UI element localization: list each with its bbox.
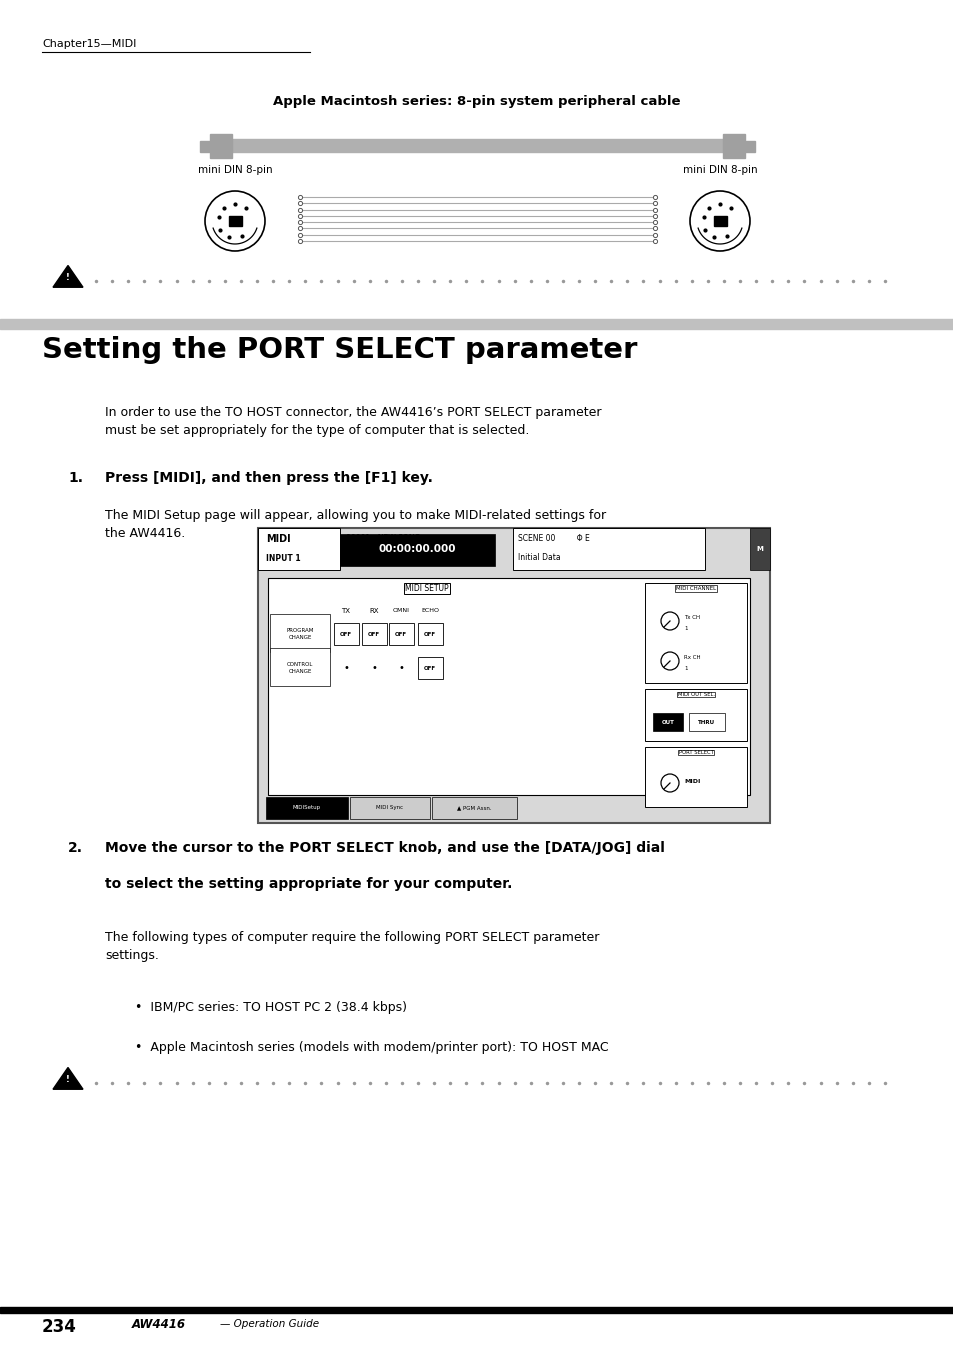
Text: SCENE 00         Φ E: SCENE 00 Φ E: [517, 534, 589, 543]
Text: OFF: OFF: [368, 631, 379, 636]
Bar: [722, 134, 744, 158]
Text: Press [MIDI], and then press the [F1] key.: Press [MIDI], and then press the [F1] ke…: [105, 471, 433, 485]
Bar: [513, 528, 704, 570]
Text: 1: 1: [683, 666, 687, 671]
Text: 234: 234: [42, 1319, 77, 1336]
Text: The following types of computer require the following PORT SELECT parameter
sett: The following types of computer require …: [105, 931, 598, 962]
Bar: [257, 528, 339, 570]
Circle shape: [660, 774, 679, 792]
Bar: [688, 713, 724, 731]
Bar: [0, 1306, 953, 1313]
Text: The MIDI Setup page will appear, allowing you to make MIDI-related settings for
: The MIDI Setup page will appear, allowin…: [105, 509, 605, 540]
Text: OUT: OUT: [660, 720, 674, 724]
Circle shape: [660, 612, 679, 630]
Text: MIDI OUT SEL.: MIDI OUT SEL.: [677, 692, 714, 697]
Text: 00:00:00.000: 00:00:00.000: [378, 544, 456, 554]
Bar: [652, 713, 682, 731]
Text: Apple Macintosh series: 8-pin system peripheral cable: Apple Macintosh series: 8-pin system per…: [273, 95, 680, 108]
Text: 1.: 1.: [68, 471, 83, 485]
Text: MIDI SETUP: MIDI SETUP: [405, 584, 449, 593]
Text: OFF: OFF: [423, 631, 436, 636]
Text: In order to use the TO HOST connector, the AW4416’s PORT SELECT parameter
must b: In order to use the TO HOST connector, t…: [105, 407, 601, 436]
Bar: [339, 534, 495, 566]
Text: PORT SELECT: PORT SELECT: [678, 750, 713, 755]
Text: !: !: [66, 273, 70, 282]
Bar: [644, 747, 746, 807]
Bar: [742, 141, 754, 151]
Text: INPUT 1: INPUT 1: [266, 554, 300, 563]
Circle shape: [660, 653, 679, 670]
Bar: [229, 216, 241, 226]
Text: •  IBM/PC series: TO HOST PC 2 (38.4 kbps): • IBM/PC series: TO HOST PC 2 (38.4 kbps…: [135, 1001, 407, 1015]
Bar: [388, 623, 413, 644]
Bar: [350, 797, 430, 819]
Bar: [417, 623, 442, 644]
Bar: [749, 528, 769, 570]
Text: CONTROL
CHANGE: CONTROL CHANGE: [287, 662, 313, 674]
Text: AW4416: AW4416: [132, 1319, 186, 1331]
Text: ECHO: ECHO: [420, 608, 438, 613]
Bar: [713, 216, 726, 226]
Text: !: !: [66, 1075, 70, 1084]
Text: THRU: THRU: [698, 720, 715, 724]
Bar: [270, 613, 330, 653]
Bar: [200, 141, 212, 151]
Bar: [417, 657, 442, 680]
Text: MIDISetup: MIDISetup: [293, 805, 321, 811]
Text: OFF: OFF: [395, 631, 407, 636]
Text: OFF: OFF: [339, 631, 352, 636]
Polygon shape: [53, 266, 83, 288]
Bar: [228, 139, 726, 153]
Bar: [361, 623, 386, 644]
Text: to select the setting appropriate for your computer.: to select the setting appropriate for yo…: [105, 877, 512, 892]
Bar: [257, 528, 769, 823]
Text: mini DIN 8-pin: mini DIN 8-pin: [682, 165, 757, 176]
Text: 00001 - NEW SONG: 00001 - NEW SONG: [346, 534, 420, 543]
Bar: [270, 648, 330, 686]
Bar: [268, 578, 749, 794]
Circle shape: [689, 190, 749, 251]
Text: •  Apple Macintosh series (models with modem/printer port): TO HOST MAC: • Apple Macintosh series (models with mo…: [135, 1042, 608, 1054]
Text: 2.: 2.: [68, 842, 83, 855]
Text: •: •: [371, 663, 376, 673]
Text: PROGRAM
CHANGE: PROGRAM CHANGE: [286, 628, 314, 639]
Text: Setting the PORT SELECT parameter: Setting the PORT SELECT parameter: [42, 336, 637, 363]
Text: MIDI Sync: MIDI Sync: [376, 805, 403, 811]
Text: RX: RX: [369, 608, 378, 613]
Polygon shape: [53, 1067, 83, 1089]
Text: Tx CH: Tx CH: [683, 616, 700, 620]
Circle shape: [205, 190, 265, 251]
Text: M: M: [756, 546, 762, 553]
Bar: [266, 797, 348, 819]
Bar: [432, 797, 517, 819]
Bar: [210, 134, 232, 158]
Text: Rx CH: Rx CH: [683, 655, 700, 661]
Text: Chapter15—MIDI: Chapter15—MIDI: [42, 39, 136, 49]
Text: OMNI: OMNI: [392, 608, 409, 613]
Bar: [644, 584, 746, 684]
Text: •: •: [397, 663, 403, 673]
Text: — Operation Guide: — Operation Guide: [220, 1319, 319, 1329]
Text: MIDI CHANNEL: MIDI CHANNEL: [676, 586, 716, 590]
Text: MIDI: MIDI: [266, 534, 291, 544]
Text: 1: 1: [683, 627, 687, 631]
Text: ▲ PGM Assn.: ▲ PGM Assn.: [456, 805, 492, 811]
Text: •: •: [343, 663, 349, 673]
Text: MIDI: MIDI: [683, 780, 700, 785]
Text: Move the cursor to the PORT SELECT knob, and use the [DATA/JOG] dial: Move the cursor to the PORT SELECT knob,…: [105, 842, 664, 855]
Bar: [644, 689, 746, 740]
Text: mini DIN 8-pin: mini DIN 8-pin: [197, 165, 272, 176]
Text: OFF: OFF: [423, 666, 436, 670]
Text: TX: TX: [341, 608, 350, 613]
Text: Initial Data: Initial Data: [517, 553, 560, 562]
Bar: [334, 623, 358, 644]
Bar: [0, 319, 953, 330]
